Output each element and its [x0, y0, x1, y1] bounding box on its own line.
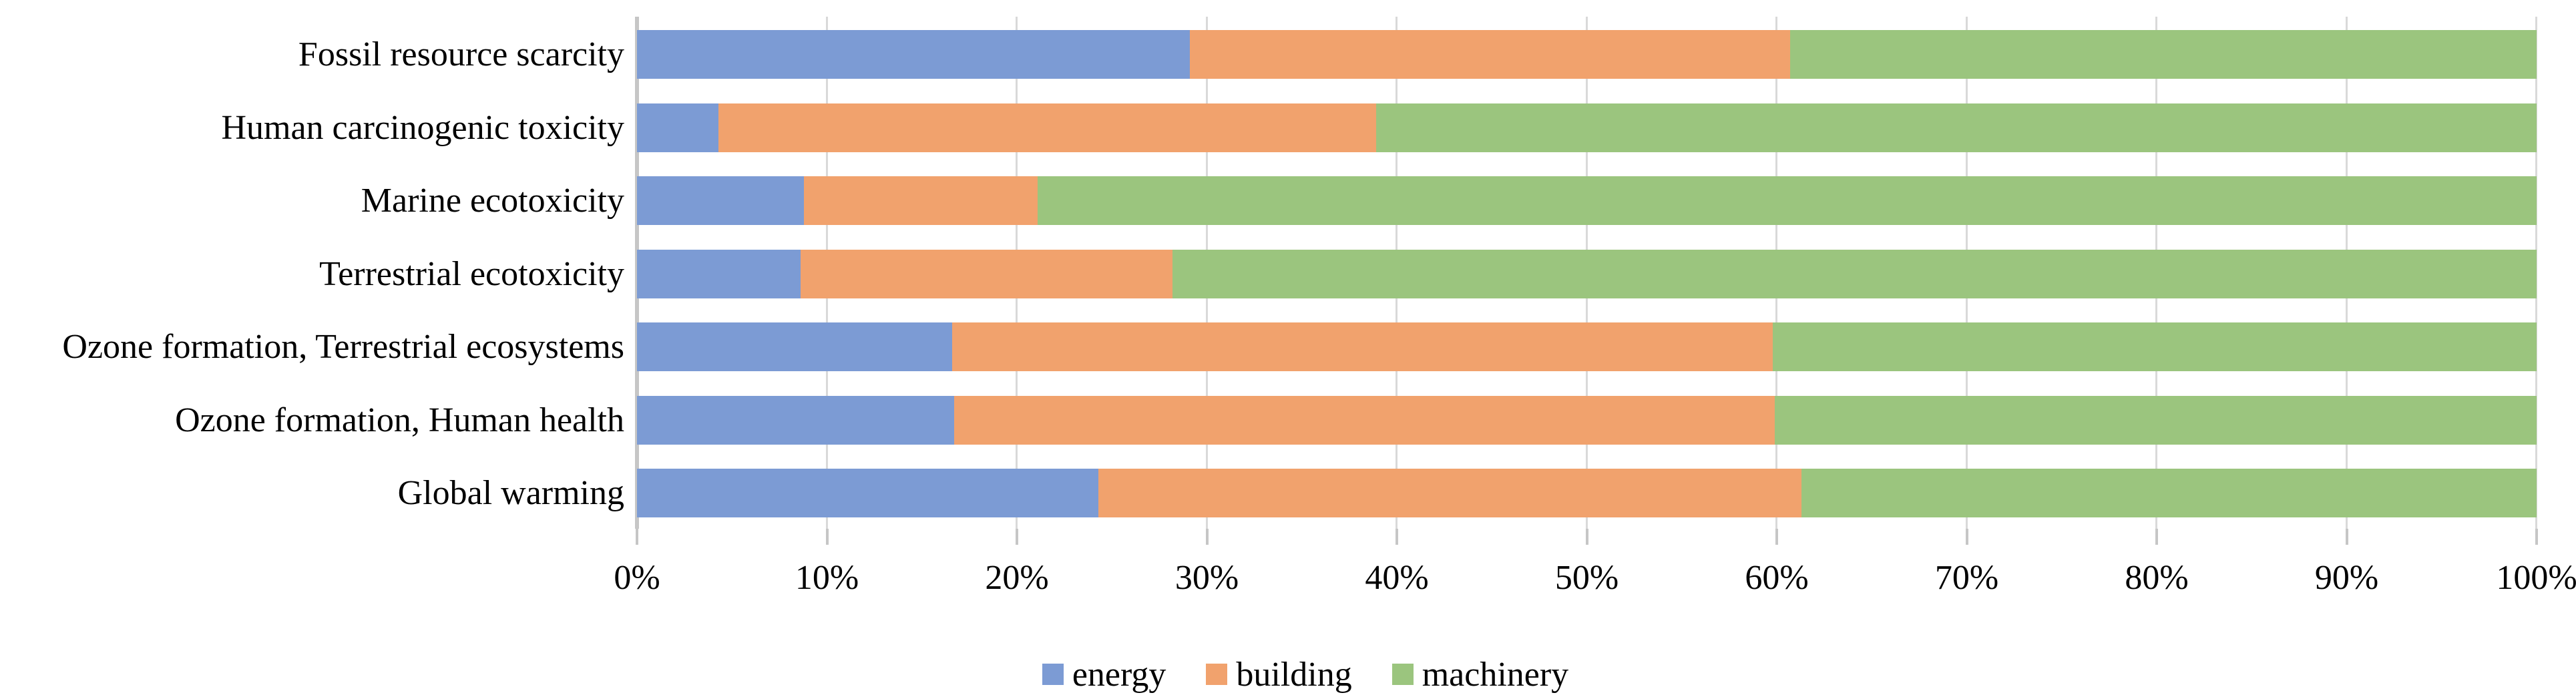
bar-segment-building	[952, 322, 1773, 371]
legend-item-energy: energy	[1042, 655, 1166, 694]
bar-segment-machinery	[1038, 176, 2537, 225]
bar-segment-energy	[637, 176, 805, 225]
category-label: Terrestrial ecotoxicity	[319, 254, 624, 293]
category-label: Ozone formation, Terrestrial ecosystems	[62, 328, 624, 366]
bar-segment-machinery	[1789, 30, 2537, 79]
x-tick-label-40pct: 40%	[1365, 559, 1429, 597]
x-tick-mark-40pct	[1396, 529, 1398, 545]
bar-segment-energy	[637, 395, 955, 445]
category-label: Human carcinogenic toxicity	[221, 108, 624, 147]
bar-segment-machinery	[1775, 395, 2537, 445]
x-tick-label-60pct: 60%	[1745, 559, 1809, 597]
bar-segment-energy	[637, 103, 719, 152]
legend-marker-machinery-icon	[1391, 664, 1414, 685]
x-tick-mark-100pct	[2535, 529, 2538, 545]
x-tick-label-50pct: 50%	[1554, 559, 1619, 597]
bar-segment-energy	[637, 322, 953, 371]
x-tick-label-30pct: 30%	[1174, 559, 1239, 597]
x-tick-label-70pct: 70%	[1934, 559, 1999, 597]
x-tick-label-90pct: 90%	[2314, 559, 2379, 597]
bar-segment-building	[718, 103, 1376, 152]
x-tick-mark-70pct	[1965, 529, 1968, 545]
category-label: Fossil resource scarcity	[298, 35, 624, 73]
bar-segment-building	[804, 176, 1038, 225]
bar-segment-energy	[637, 30, 1190, 79]
x-tick-mark-60pct	[1775, 529, 1778, 545]
bar-segment-energy	[637, 249, 801, 298]
x-tick-mark-30pct	[1205, 529, 1209, 545]
legend: energy building machinery	[17, 653, 2576, 696]
x-tick-mark-90pct	[2345, 529, 2348, 545]
legend-label-building: building	[1236, 655, 1352, 694]
category-label: Ozone formation, Human health	[175, 401, 624, 439]
bar-segment-energy	[637, 469, 1099, 517]
x-tick-label-80pct: 80%	[2125, 559, 2189, 597]
bar-segment-building	[1098, 469, 1801, 517]
bar-segment-building	[954, 395, 1775, 445]
bar-segment-machinery	[1801, 469, 2537, 517]
bar-segment-machinery	[1172, 249, 2537, 298]
bar-segment-machinery	[1375, 103, 2537, 152]
x-tick-label-100pct: 100%	[2496, 559, 2576, 597]
bar-segment-building	[800, 249, 1173, 298]
legend-item-building: building	[1206, 655, 1352, 694]
legend-item-machinery: machinery	[1391, 655, 1569, 694]
x-tick-mark-0pct	[636, 529, 638, 545]
legend-label-energy: energy	[1072, 655, 1166, 694]
x-tick-mark-20pct	[1016, 529, 1018, 545]
x-tick-mark-80pct	[2155, 529, 2158, 545]
x-tick-mark-50pct	[1585, 529, 1588, 545]
x-tick-label-0pct: 0%	[614, 559, 660, 597]
x-tick-mark-10pct	[825, 529, 829, 545]
category-label: Global warming	[397, 474, 624, 512]
x-tick-label-20pct: 20%	[985, 559, 1049, 597]
bar-segment-building	[1189, 30, 1790, 79]
bar-segment-machinery	[1773, 322, 2537, 371]
legend-marker-building-icon	[1206, 664, 1228, 685]
legend-label-machinery: machinery	[1422, 655, 1569, 694]
x-tick-label-10pct: 10%	[795, 559, 859, 597]
category-label: Marine ecotoxicity	[361, 182, 624, 220]
legend-marker-energy-icon	[1042, 664, 1064, 685]
